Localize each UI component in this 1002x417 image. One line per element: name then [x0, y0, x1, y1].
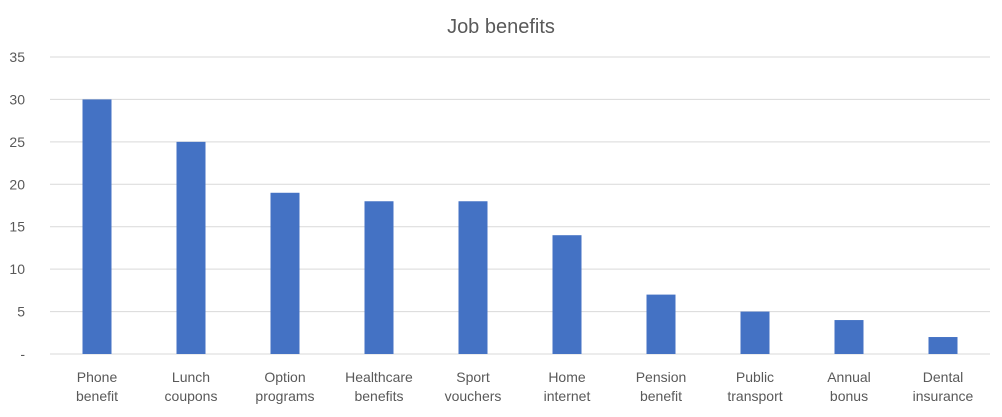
x-category-label-line: Pension: [636, 369, 687, 385]
x-category-label-line: bonus: [830, 388, 868, 404]
y-tick-label: 35: [9, 49, 25, 65]
x-category-label-line: Healthcare: [345, 369, 413, 385]
y-tick-label: 10: [9, 261, 25, 277]
y-tick-label: 5: [17, 304, 25, 320]
bar: [458, 201, 488, 354]
bar: [740, 311, 770, 354]
x-category-label-line: programs: [255, 388, 314, 404]
bar: [552, 235, 582, 354]
x-category-label-line: transport: [727, 388, 782, 404]
x-category-label: Lunch coupons: [165, 369, 218, 404]
x-category-label-line: benefit: [640, 388, 682, 404]
x-category-label-line: benefits: [354, 388, 403, 404]
x-category-label-line: Dental: [923, 369, 963, 385]
chart-title: Job benefits: [447, 16, 555, 38]
x-category-label-line: Phone: [77, 369, 118, 385]
x-category-label: Home internet: [544, 369, 591, 404]
bar: [270, 192, 300, 354]
bar: [176, 141, 206, 354]
x-category-label: Annual bonus: [827, 369, 871, 404]
bar: [928, 337, 958, 354]
gridlines: [50, 56, 990, 355]
x-axis-category-labels: Phone benefit Lunch coupons Option programs He…: [76, 369, 974, 404]
x-category-label: Healthcare benefits: [345, 369, 413, 404]
y-axis-tick-labels: - 5 10 15 20 25 30 35: [9, 49, 25, 362]
x-category-label-line: internet: [544, 388, 591, 404]
x-category-label-line: Home: [548, 369, 586, 385]
bars: [82, 99, 958, 354]
x-category-label-line: Public: [736, 369, 774, 385]
x-category-label-line: benefit: [76, 388, 118, 404]
bar: [646, 294, 676, 354]
x-category-label: Public transport: [727, 369, 782, 404]
y-tick-label: 25: [9, 134, 25, 150]
x-category-label: Sport vouchers: [445, 369, 502, 404]
x-category-label-line: insurance: [913, 388, 974, 404]
x-category-label-line: Lunch: [172, 369, 210, 385]
y-tick-label: -: [20, 346, 25, 362]
y-tick-label: 15: [9, 219, 25, 235]
y-tick-label: 20: [9, 176, 25, 192]
bar: [364, 201, 394, 354]
y-tick-label: 30: [9, 91, 25, 107]
x-category-label-line: Sport: [456, 369, 490, 385]
x-category-label: Phone benefit: [76, 369, 118, 404]
x-category-label-line: vouchers: [445, 388, 502, 404]
x-category-label-line: coupons: [165, 388, 218, 404]
bar: [82, 99, 112, 354]
x-category-label: Pension benefit: [636, 369, 687, 404]
x-category-label-line: Option: [264, 369, 305, 385]
x-category-label: Option programs: [255, 369, 314, 404]
x-category-label-line: Annual: [827, 369, 871, 385]
bar: [834, 320, 864, 354]
x-category-label: Dental insurance: [913, 369, 974, 404]
